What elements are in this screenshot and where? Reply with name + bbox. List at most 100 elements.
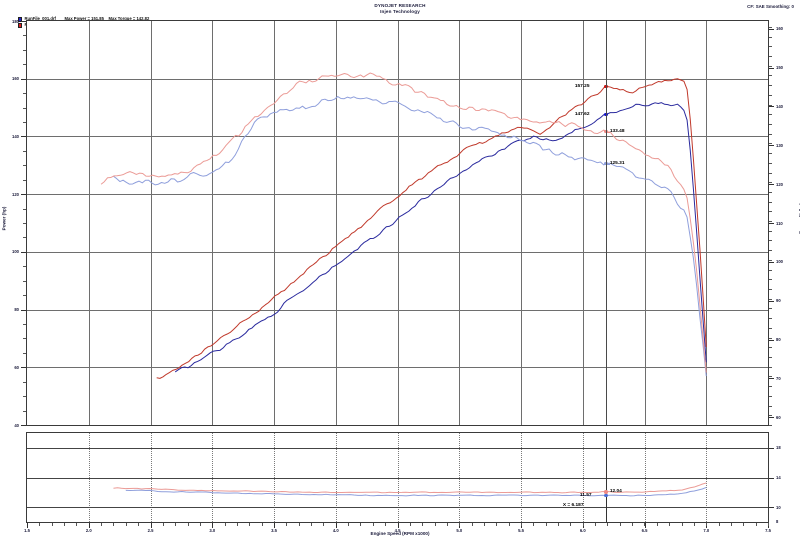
tick-label-torque-160: 160 (776, 26, 783, 32)
tick-torque-90 (769, 301, 774, 302)
tick-label-torque-110: 110 (776, 220, 783, 226)
gridline-vertical (583, 433, 584, 522)
chart-title: DYNOJET RESEARCH (374, 3, 426, 8)
tick-power-minor (23, 180, 26, 181)
tick-rpm-minor (225, 523, 226, 526)
tick-torque-minor (769, 95, 772, 96)
tick-power-minor (23, 209, 26, 210)
tick-label-power-80: 80 (14, 307, 19, 313)
tick-torque-minor (769, 202, 772, 203)
tick-torque-80 (769, 340, 774, 341)
tick-afr-10 (769, 507, 774, 508)
gridline-vertical (336, 21, 337, 425)
tick-label-afr-18: 18 (776, 445, 781, 451)
tick-label-afr-14: 14 (776, 475, 781, 481)
tick-torque-minor (769, 75, 772, 76)
air-fuel-ratio-plot[interactable] (26, 432, 769, 523)
tick-torque-minor (769, 153, 772, 154)
gridline-vertical (645, 433, 646, 522)
gridline-vertical (398, 21, 399, 425)
tick-torque-minor (769, 250, 772, 251)
tick-rpm-minor (447, 523, 448, 526)
legend-maxtorque-run1: Max Torque = 142.82 (108, 15, 150, 21)
tick-label-rpm-7.0: 7.0 (703, 528, 710, 533)
tick-rpm-minor (52, 523, 53, 526)
gridline-vertical (706, 433, 707, 522)
tick-torque-minor (769, 211, 772, 212)
tick-torque-140 (769, 106, 774, 107)
tick-rpm-minor (311, 523, 312, 526)
gridline-vertical (212, 21, 213, 425)
tick-rpm-minor (126, 523, 127, 526)
tick-torque-minor (769, 279, 772, 280)
power-torque-plot[interactable] (26, 20, 769, 426)
cursor-line (606, 433, 607, 522)
tick-rpm-minor (706, 523, 707, 526)
tick-power-minor (23, 353, 26, 354)
tick-power-minor (23, 165, 26, 166)
tick-label-afr-10: 10 (776, 504, 781, 510)
gridline-horizontal (27, 448, 768, 449)
gridline-vertical (274, 433, 275, 522)
gridline-vertical (645, 21, 646, 425)
tick-rpm-4.5 (398, 523, 399, 528)
tick-torque-minor (769, 114, 772, 115)
gridline-vertical (89, 433, 90, 522)
curve-1 (156, 78, 707, 379)
tick-rpm-minor (657, 523, 658, 526)
tick-rpm-minor (163, 523, 164, 526)
tick-torque-minor (769, 124, 772, 125)
tick-label-torque-80: 80 (776, 337, 781, 343)
annotation-torque-run2-marker (604, 130, 608, 134)
legend-maxpower-run1: Max Power = 151.85 (64, 15, 104, 21)
tick-torque-minor (769, 56, 772, 57)
tick-rpm-2.5 (151, 523, 152, 528)
tick-torque-minor (769, 386, 772, 387)
tick-rpm-minor (459, 523, 460, 526)
tick-label-torque-140: 140 (776, 104, 783, 110)
tick-rpm-minor (682, 523, 683, 526)
tick-rpm-minor (632, 523, 633, 526)
legend-swatch-run1 (18, 16, 22, 22)
tick-rpm-minor (583, 523, 584, 526)
tick-power-100 (21, 252, 26, 253)
y-axis-title-power: Power (hp) (1, 206, 7, 231)
tick-rpm-minor (570, 523, 571, 526)
tick-rpm-minor (39, 523, 40, 526)
tick-power-minor (23, 396, 26, 397)
annotation-torque-run1: 125.31 (609, 160, 625, 166)
tick-torque-150 (769, 68, 774, 69)
tick-rpm-minor (188, 523, 189, 526)
tick-afr-14 (769, 478, 774, 479)
tick-label-torque-90: 90 (776, 298, 781, 304)
tick-label-power-160: 160 (12, 76, 19, 82)
gridline-horizontal (27, 310, 768, 311)
tick-label-power-120: 120 (12, 191, 19, 197)
tick-torque-minor (769, 221, 772, 222)
tick-label-torque-70: 70 (776, 375, 781, 381)
gridline-vertical (274, 21, 275, 425)
tick-label-power-180: 180 (12, 18, 19, 24)
tick-label-power-60: 60 (14, 364, 19, 370)
tick-rpm-minor (533, 523, 534, 526)
tick-power-minor (23, 266, 26, 267)
tick-torque-minor (769, 328, 772, 329)
curve-3 (100, 72, 707, 373)
tick-rpm-minor (237, 523, 238, 526)
tick-label-torque-60: 60 (776, 414, 781, 420)
tick-power-140 (21, 136, 26, 137)
tick-label-power-40: 40 (14, 422, 19, 428)
gridline-horizontal (27, 136, 768, 137)
tick-label-rpm-3.5: 3.5 (271, 528, 277, 533)
tick-power-minor (23, 64, 26, 65)
tick-torque-minor (769, 182, 772, 183)
annotation-leader-line (605, 164, 610, 165)
tick-rpm-minor (101, 523, 102, 526)
tick-rpm-minor (323, 523, 324, 526)
tick-rpm-minor (521, 523, 522, 526)
tick-rpm-minor (546, 523, 547, 526)
tick-torque-minor (769, 338, 772, 339)
tick-rpm-minor (620, 523, 621, 526)
curve-0 (174, 102, 707, 373)
gridline-horizontal (27, 367, 768, 368)
